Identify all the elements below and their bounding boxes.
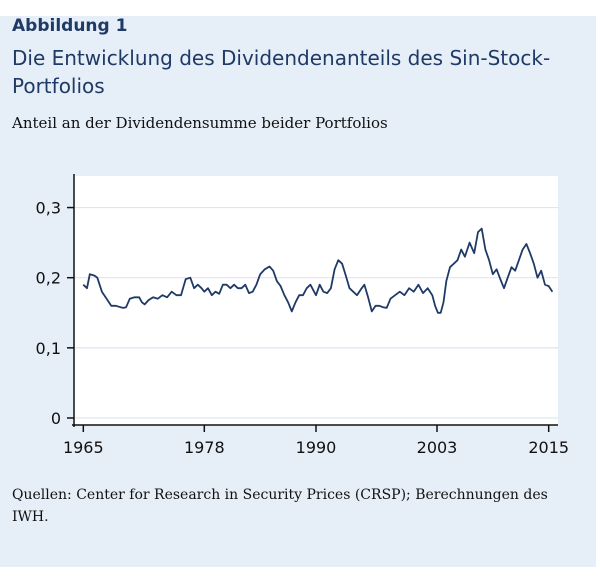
gridlines [74, 206, 558, 419]
chart-subtitle: Anteil an der Dividendensumme beider Por… [12, 114, 388, 132]
x-tick-label: 2015 [528, 438, 569, 457]
tick-labels: 0 0,1 0,2 0,3 1965 1978 1990 2003 2015 [36, 199, 570, 457]
x-tick-label: 1990 [296, 438, 337, 457]
figure-label: Abbildung 1 [12, 16, 128, 36]
plot-area [74, 176, 558, 425]
y-tick-label: 0 [51, 409, 61, 428]
y-tick-label: 0,1 [36, 339, 61, 358]
series-line [82, 227, 554, 314]
x-tick-label: 2003 [417, 438, 458, 457]
line-chart: 0 0,1 0,2 0,3 1965 1978 1990 2003 2015 [36, 174, 570, 457]
y-tick-label: 0,3 [36, 199, 61, 218]
series-group [82, 227, 554, 314]
chart-title: Die Entwicklung des Dividendenanteils de… [12, 46, 551, 98]
y-tick-label: 0,2 [36, 269, 61, 288]
source-note: Quellen: Center for Research in Security… [12, 487, 548, 525]
axes [67, 174, 558, 432]
x-tick-label: 1965 [63, 438, 104, 457]
x-tick-label: 1978 [184, 438, 225, 457]
